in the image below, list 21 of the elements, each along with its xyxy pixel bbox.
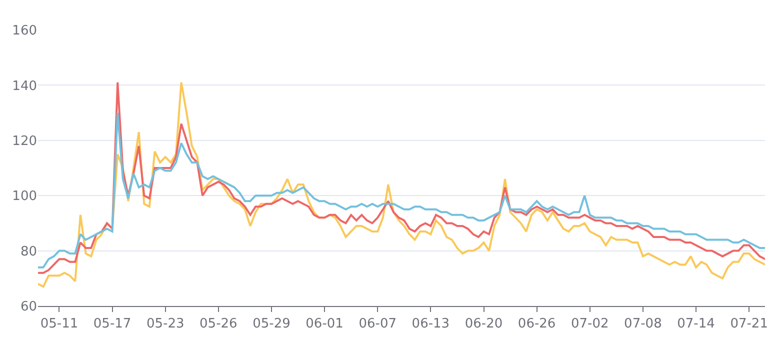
x-tick-label: 06-20	[464, 316, 503, 332]
y-tick-label: 160	[12, 24, 37, 39]
y-tick-label: 60	[20, 300, 37, 315]
line-series	[38, 112, 765, 268]
x-tick-label: 07-14	[677, 316, 715, 332]
y-tick-label: 120	[12, 134, 37, 149]
x-tick-label: 05-29	[252, 316, 290, 332]
x-tick-label: 06-01	[306, 316, 344, 332]
x-tick-label: 05-17	[93, 316, 132, 332]
x-tick-label: 05-23	[146, 316, 184, 332]
x-tick-label: 07-08	[624, 316, 662, 332]
x-tick-label: 06-13	[412, 316, 450, 332]
x-tick-label: 05-11	[40, 316, 78, 332]
x-tick-label: 07-02	[570, 316, 609, 332]
x-tick-label: 07-21	[730, 316, 768, 332]
x-tick-label: 06-26	[518, 316, 556, 332]
y-tick-label: 80	[20, 244, 37, 260]
y-tick-label: 140	[12, 78, 37, 94]
x-tick-label: 05-26	[200, 316, 238, 332]
y-tick-label: 100	[12, 189, 37, 204]
x-tick-label: 06-07	[358, 316, 397, 332]
